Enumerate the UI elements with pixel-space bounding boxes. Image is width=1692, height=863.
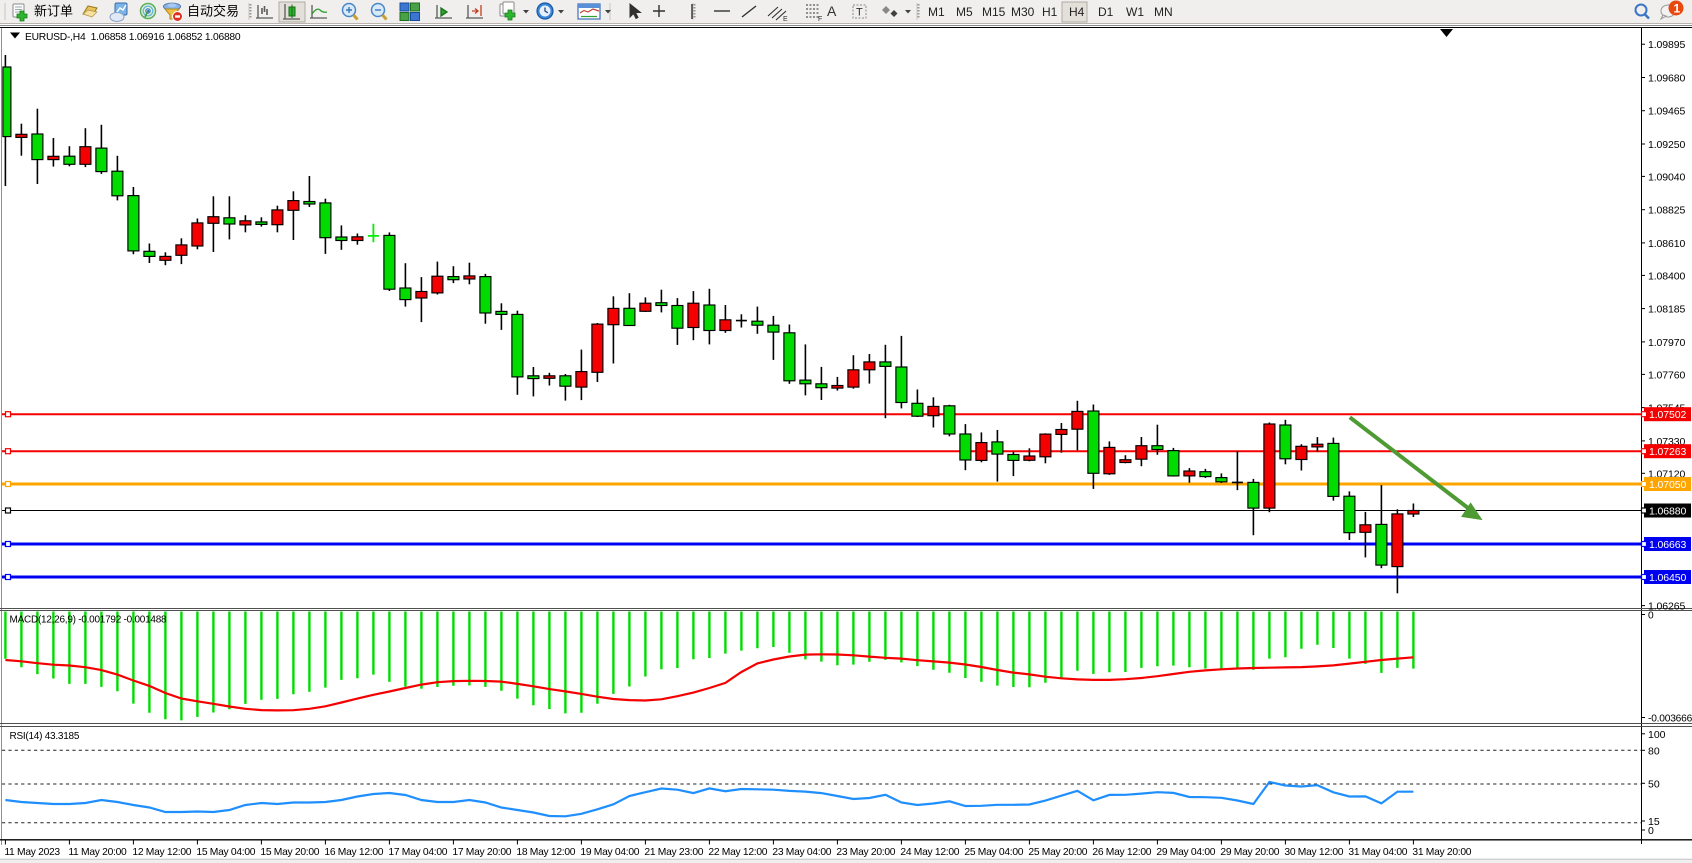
svg-text:H4: H4 — [1069, 5, 1085, 19]
svg-text:1.08825: 1.08825 — [1648, 205, 1686, 217]
svg-text:15 May 04:00: 15 May 04:00 — [196, 847, 255, 858]
svg-text:1.09250: 1.09250 — [1648, 139, 1686, 151]
svg-text:1.08400: 1.08400 — [1648, 270, 1686, 282]
svg-text:W1: W1 — [1126, 5, 1144, 19]
svg-text:D1: D1 — [1098, 5, 1114, 19]
svg-text:1.08610: 1.08610 — [1648, 238, 1686, 250]
svg-text:T: T — [856, 7, 863, 19]
svg-text:24 May 12:00: 24 May 12:00 — [900, 847, 959, 858]
svg-text:0: 0 — [1648, 825, 1654, 837]
svg-text:17 May 04:00: 17 May 04:00 — [388, 847, 447, 858]
svg-text:EURUSD-,H4 1.06858 1.06916 1.: EURUSD-,H4 1.06858 1.06916 1.06852 1.068… — [25, 32, 241, 43]
svg-text:1.09895: 1.09895 — [1648, 39, 1686, 51]
svg-text:80: 80 — [1648, 745, 1660, 757]
svg-text:19 May 04:00: 19 May 04:00 — [580, 847, 639, 858]
svg-text:新订单: 新订单 — [34, 4, 73, 19]
svg-text:21 May 23:00: 21 May 23:00 — [644, 847, 703, 858]
svg-text:22 May 12:00: 22 May 12:00 — [708, 847, 767, 858]
svg-text:26 May 12:00: 26 May 12:00 — [1092, 847, 1151, 858]
svg-text:11 May 20:00: 11 May 20:00 — [68, 847, 127, 858]
svg-text:1.07263: 1.07263 — [1649, 446, 1687, 458]
svg-text:-0.003666: -0.003666 — [1648, 714, 1692, 725]
svg-text:1.07970: 1.07970 — [1648, 337, 1686, 349]
svg-text:30 May 12:00: 30 May 12:00 — [1284, 847, 1343, 858]
svg-text:15 May 20:00: 15 May 20:00 — [260, 847, 319, 858]
svg-text:16 May 12:00: 16 May 12:00 — [324, 847, 383, 858]
svg-text:1.06450: 1.06450 — [1649, 572, 1687, 584]
svg-text:RSI(14) 43.3185: RSI(14) 43.3185 — [10, 731, 80, 742]
svg-text:1.06265: 1.06265 — [1648, 601, 1686, 613]
svg-text:M15: M15 — [982, 5, 1006, 19]
svg-text:11 May 2023: 11 May 2023 — [4, 847, 60, 858]
svg-text:29 May 20:00: 29 May 20:00 — [1220, 847, 1279, 858]
svg-text:15: 15 — [1648, 816, 1660, 828]
svg-text:1.06663: 1.06663 — [1649, 539, 1687, 551]
svg-text:1.09465: 1.09465 — [1648, 106, 1686, 118]
svg-text:1.07760: 1.07760 — [1648, 369, 1686, 381]
svg-text:1.09040: 1.09040 — [1648, 171, 1686, 183]
svg-text:1.09680: 1.09680 — [1648, 73, 1686, 85]
svg-text:18 May 12:00: 18 May 12:00 — [516, 847, 575, 858]
svg-text:23 May 20:00: 23 May 20:00 — [836, 847, 895, 858]
svg-text:1.06880: 1.06880 — [1649, 506, 1687, 518]
svg-text:31 May 20:00: 31 May 20:00 — [1412, 847, 1471, 858]
svg-text:H1: H1 — [1042, 5, 1058, 19]
svg-text:23 May 04:00: 23 May 04:00 — [772, 847, 831, 858]
svg-text:E: E — [783, 16, 788, 23]
svg-text:M1: M1 — [928, 5, 945, 19]
svg-text:自动交易: 自动交易 — [187, 4, 239, 19]
svg-text:50: 50 — [1648, 778, 1660, 790]
svg-text:M30: M30 — [1011, 5, 1035, 19]
svg-text:M5: M5 — [956, 5, 973, 19]
svg-text:1.07502: 1.07502 — [1649, 409, 1687, 421]
svg-text:MN: MN — [1154, 5, 1173, 19]
svg-text:MACD(12,26,9) -0.001792 -0.001: MACD(12,26,9) -0.001792 -0.001488 — [10, 615, 168, 626]
svg-text:1.07050: 1.07050 — [1649, 479, 1687, 491]
svg-text:1.08185: 1.08185 — [1648, 304, 1686, 316]
svg-text:100: 100 — [1648, 729, 1666, 741]
svg-text:1: 1 — [1674, 2, 1681, 16]
svg-text:25 May 20:00: 25 May 20:00 — [1028, 847, 1087, 858]
svg-text:12 May 12:00: 12 May 12:00 — [132, 847, 191, 858]
svg-text:A: A — [827, 3, 837, 19]
svg-text:25 May 04:00: 25 May 04:00 — [964, 847, 1023, 858]
svg-text:17 May 20:00: 17 May 20:00 — [452, 847, 511, 858]
svg-text:0: 0 — [1648, 611, 1654, 622]
svg-text:29 May 04:00: 29 May 04:00 — [1156, 847, 1215, 858]
svg-text:31 May 04:00: 31 May 04:00 — [1348, 847, 1407, 858]
svg-text:F: F — [818, 16, 822, 23]
